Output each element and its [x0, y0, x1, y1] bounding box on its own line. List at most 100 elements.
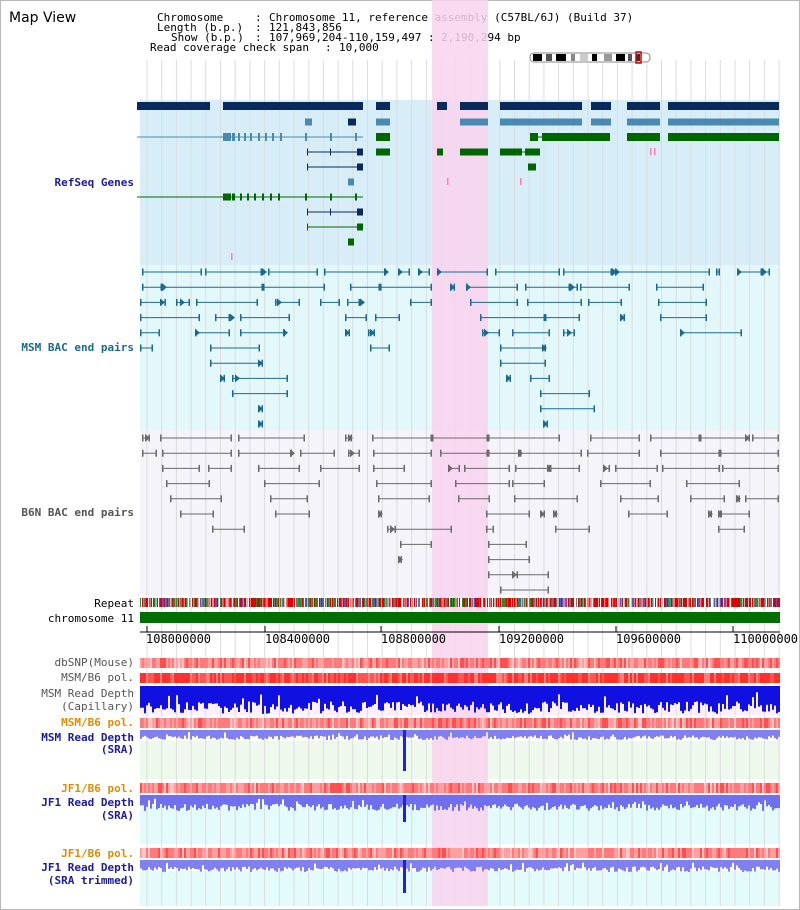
msm-b6-pol-2-heat-cell — [300, 718, 302, 728]
jf1-b6-pol-heat-cell — [150, 783, 152, 793]
track-label-jf1-read-depth-trimmed[interactable]: JF1 Read Depth — [41, 861, 134, 874]
track-label-msm-b6-pol[interactable]: MSM/B6 pol. — [61, 671, 134, 684]
dbsnp-heat-cell — [314, 658, 316, 668]
b6n-bac-end — [492, 525, 494, 533]
jf1-sra-depth-bar — [390, 795, 392, 809]
msm-b6-pol-2-heat-cell — [380, 718, 382, 728]
repeat-mark — [765, 598, 766, 607]
b6n-bac-end — [515, 464, 517, 472]
track-label-msm-bac[interactable]: MSM BAC end pairs — [21, 341, 134, 354]
repeat-mark — [754, 598, 755, 607]
jf1-trimmed-depth-bar — [174, 860, 176, 867]
msm-b6-pol-heat-cell — [580, 673, 582, 683]
msm-capillary-depth-bar — [182, 686, 184, 713]
msm-b6-pol-2-heat-cell — [510, 718, 512, 728]
repeat-mark — [294, 598, 295, 607]
msm-b6-pol-2-heat-cell — [386, 718, 388, 728]
msm-b6-pol-2-heat-cell — [250, 718, 252, 728]
jf1-sra-depth-bar — [316, 795, 318, 807]
repeat-mark — [474, 598, 475, 607]
jf1-b6-pol-2-heat-cell — [746, 848, 748, 858]
jf1-b6-pol-heat-cell — [578, 783, 580, 793]
b6n-bac-end — [345, 434, 347, 442]
dbsnp-heat-cell — [244, 658, 246, 668]
jf1-trimmed-depth-bar — [616, 860, 618, 872]
repeat-mark — [375, 598, 376, 607]
dbsnp-heat-cell — [170, 658, 172, 668]
track-label-refseq-genes[interactable]: RefSeq Genes — [54, 176, 134, 189]
repeat-mark — [419, 598, 420, 607]
jf1-trimmed-depth-bar — [394, 860, 396, 867]
b6n-bac-end — [638, 434, 640, 442]
track-label-msm-read-depth-capillary[interactable]: MSM Read Depth — [41, 687, 134, 700]
track-label-msm-b6-pol-2[interactable]: MSM/B6 pol. — [61, 716, 134, 729]
jf1-b6-pol-heat-cell — [628, 783, 630, 793]
msm-sra-depth-bar — [602, 730, 604, 737]
msm-bac-end — [760, 268, 762, 276]
track-label-jf1-read-depth-sra[interactable]: JF1 Read Depth — [41, 796, 134, 809]
b6n-bac-end — [528, 556, 530, 564]
jf1-trimmed-depth-bar — [306, 860, 308, 871]
msm-b6-pol-heat-cell — [302, 673, 304, 683]
repeat-mark — [143, 598, 144, 607]
jf1-b6-pol-heat-cell — [378, 783, 380, 793]
msm-b6-pol-2-heat-cell — [748, 718, 750, 728]
jf1-b6-pol-2-heat-cell — [248, 848, 250, 858]
track-label-jf1-b6-pol-2[interactable]: JF1/B6 pol. — [61, 847, 134, 860]
jf1-sra-depth-bar — [588, 795, 590, 811]
track-label-jf1-b6-pol[interactable]: JF1/B6 pol. — [61, 782, 134, 795]
repeat-mark — [732, 598, 733, 607]
repeat-mark — [582, 598, 583, 607]
jf1-trimmed-depth-bar — [326, 860, 328, 868]
repeat-mark — [345, 598, 346, 607]
jf1-b6-pol-heat-cell — [698, 783, 700, 793]
msm-sra-depth-bar — [292, 730, 294, 737]
repeat-mark — [301, 598, 302, 607]
msm-b6-pol-2-heat-cell — [166, 718, 168, 728]
jf1-b6-pol-heat-cell — [530, 783, 532, 793]
dbsnp-heat-cell — [416, 658, 418, 668]
msm-b6-pol-heat-cell — [710, 673, 712, 683]
dbsnp-heat-cell — [456, 658, 458, 668]
jf1-b6-pol-2-heat-cell — [258, 848, 260, 858]
msm-sra-depth-bar — [308, 730, 310, 739]
msm-bac-end — [545, 314, 547, 322]
track-label-msm-read-depth-sra[interactable]: MSM Read Depth — [41, 731, 134, 744]
track-label-dbsnp[interactable]: dbSNP(Mouse) — [54, 656, 134, 669]
msm-sra-depth-bar — [720, 730, 722, 738]
repeat-mark — [716, 598, 717, 607]
msm-b6-pol-heat-cell — [742, 673, 744, 683]
dbsnp-heat-cell — [618, 658, 620, 668]
msm-capillary-depth-bar — [406, 686, 408, 707]
jf1-sra-depth-bar — [264, 795, 266, 805]
dbsnp-heat-cell — [444, 658, 446, 668]
msm-b6-pol-2-heat-cell — [210, 718, 212, 728]
msm-capillary-depth-bar — [468, 686, 470, 711]
msm-b6-pol-2-heat-cell — [512, 718, 514, 728]
msm-capillary-depth-bar — [216, 686, 218, 704]
jf1-b6-pol-2-heat-cell — [536, 848, 538, 858]
dbsnp-heat-cell — [558, 658, 560, 668]
msm-b6-pol-2-heat-cell — [276, 718, 278, 728]
track-label-b6n-bac[interactable]: B6N BAC end pairs — [21, 506, 134, 519]
b6n-bac-arrow — [540, 510, 545, 518]
msm-b6-pol-2-heat-cell — [172, 718, 174, 728]
msm-b6-pol-heat-cell — [252, 673, 254, 683]
repeat-mark — [657, 598, 658, 607]
msm-b6-pol-2-heat-cell — [254, 718, 256, 728]
repeat-mark — [506, 598, 507, 607]
jf1-b6-pol-2-heat-cell — [356, 848, 358, 858]
msm-bac-end — [298, 298, 300, 306]
repeat-mark — [636, 598, 637, 607]
dbsnp-heat-cell — [588, 658, 590, 668]
repeat-mark — [273, 598, 274, 607]
jf1-b6-pol-2-heat-cell — [312, 848, 314, 858]
msm-bac-end — [200, 268, 202, 276]
jf1-b6-pol-2-heat-cell — [236, 848, 238, 858]
jf1-trimmed-depth-bar — [244, 860, 246, 867]
msm-sra-depth-bar — [416, 730, 418, 736]
msm-b6-pol-heat-cell — [736, 673, 738, 683]
dbsnp-heat-cell — [686, 658, 688, 668]
msm-b6-pol-heat-cell — [518, 673, 520, 683]
